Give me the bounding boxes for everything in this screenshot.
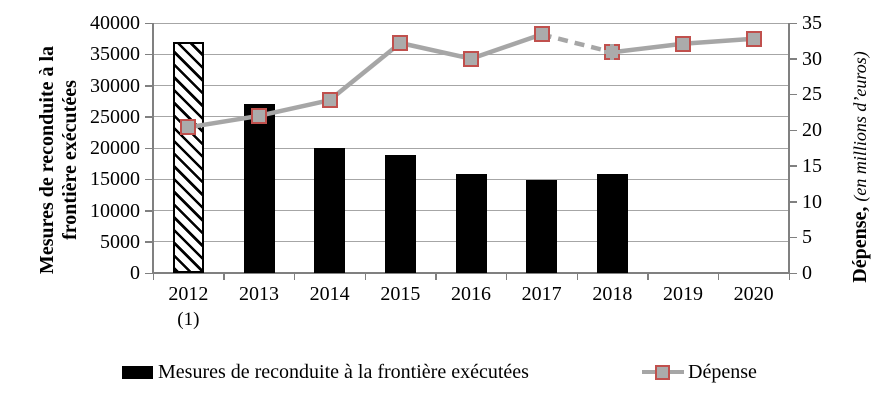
x-tick-label: 2016 [450, 283, 491, 305]
y-left-tick-label: 30000 [90, 74, 140, 97]
y-right-tick [789, 236, 797, 239]
expense-line-series [187, 32, 754, 130]
y-left-tick [145, 22, 153, 24]
x-axis-tick [364, 273, 366, 280]
x-axis-tick [152, 273, 154, 280]
line-marker-2012 [180, 119, 197, 136]
bar-hatched-2012 [172, 41, 204, 273]
x-axis-tick [293, 273, 296, 280]
plot-area [152, 22, 790, 274]
y-right-tick-label: 5 [802, 226, 812, 249]
left-axis-line [152, 23, 154, 273]
x-tick-label: 2014 [309, 283, 350, 305]
y-right-tick-label: 15 [802, 154, 822, 177]
x-tick-label: 2012 [168, 283, 209, 305]
legend-line-marker-icon [655, 365, 670, 380]
y-left-tick-label: 20000 [90, 137, 140, 159]
x-axis-tick [576, 273, 578, 280]
y-left-tick-label: 35000 [90, 43, 140, 66]
bar-2017 [526, 179, 558, 273]
y-right-tick-label: 25 [802, 83, 822, 106]
y-left-tick-label: 15000 [90, 168, 140, 191]
x-axis-tick [788, 273, 790, 280]
x-tick-label: 2017 [521, 283, 562, 305]
bar-2013 [243, 104, 275, 273]
x-tick-label: 2019 [662, 283, 703, 305]
x-tick-label: 2018 [592, 283, 633, 305]
x-tick-footnote: (1) [177, 309, 200, 330]
gridline [153, 85, 789, 86]
line-marker-2017 [533, 26, 550, 43]
x-tick-label: 2015 [380, 283, 421, 305]
line-segment [612, 41, 684, 55]
right-axis-line [788, 23, 790, 273]
bar-2018 [596, 174, 628, 273]
legend-bar-swatch [122, 366, 153, 379]
y-right-tick-label: 35 [802, 12, 822, 34]
y-left-tick [145, 210, 153, 212]
line-segment [682, 36, 754, 46]
line-segment [399, 40, 472, 61]
gridline [153, 22, 789, 24]
x-axis-tick [647, 273, 649, 280]
y-left-tick-label: 40000 [90, 12, 140, 34]
x-axis-tick [223, 273, 225, 280]
y-left-tick [145, 272, 153, 274]
line-marker-2018 [604, 44, 621, 61]
y-right-tick [789, 129, 797, 132]
y-right-tick [789, 22, 797, 24]
y-right-tick-label: 10 [802, 190, 822, 213]
bar-2015 [384, 154, 416, 273]
gridline [153, 147, 789, 149]
y-left-tick [145, 178, 153, 181]
line-segment-dashed [541, 32, 613, 55]
y-left-tick-label: 25000 [90, 105, 140, 128]
y-right-tick [789, 165, 797, 167]
line-marker-2020 [745, 30, 762, 47]
line-segment [187, 113, 260, 130]
line-marker-2016 [463, 50, 479, 67]
line-marker-2015 [392, 35, 409, 51]
line-marker-2019 [675, 35, 691, 52]
y-right-tick [789, 58, 797, 60]
line-marker-2013 [251, 107, 267, 124]
y-left-tick [145, 53, 153, 56]
y-right-tick [789, 201, 797, 203]
x-axis-tick [505, 273, 508, 280]
x-axis-tick [435, 273, 437, 280]
line-marker-2014 [321, 92, 338, 109]
x-tick-label: 2020 [733, 283, 774, 305]
x-axis-tick [717, 273, 720, 280]
line-segment [470, 32, 543, 61]
y-right-tick-label: 20 [802, 119, 822, 142]
y-right-tick-label: 0 [802, 262, 812, 284]
y-left-tick [145, 116, 153, 118]
x-tick-label: 2013 [238, 283, 279, 305]
legend-line-label: Dépense [688, 361, 757, 383]
y-left-tick [145, 85, 153, 87]
bar-2014 [314, 148, 346, 273]
y-left-tick [145, 147, 153, 149]
y-left-tick [145, 241, 153, 243]
legend-bar-label: Mesures de reconduite à la frontière exé… [158, 361, 529, 383]
line-segment [328, 41, 402, 102]
y-left-tick-label: 0 [130, 262, 140, 284]
gridline [153, 116, 789, 118]
y-left-tick-label: 10000 [90, 199, 140, 222]
y-left-tick-label: 5000 [100, 230, 140, 253]
y-right-tick-label: 30 [802, 47, 822, 70]
y-right-tick [789, 272, 797, 274]
x-axis-line [153, 272, 789, 274]
y-right-tick [789, 93, 797, 96]
line-segment [258, 97, 331, 119]
bar-2016 [455, 174, 487, 273]
